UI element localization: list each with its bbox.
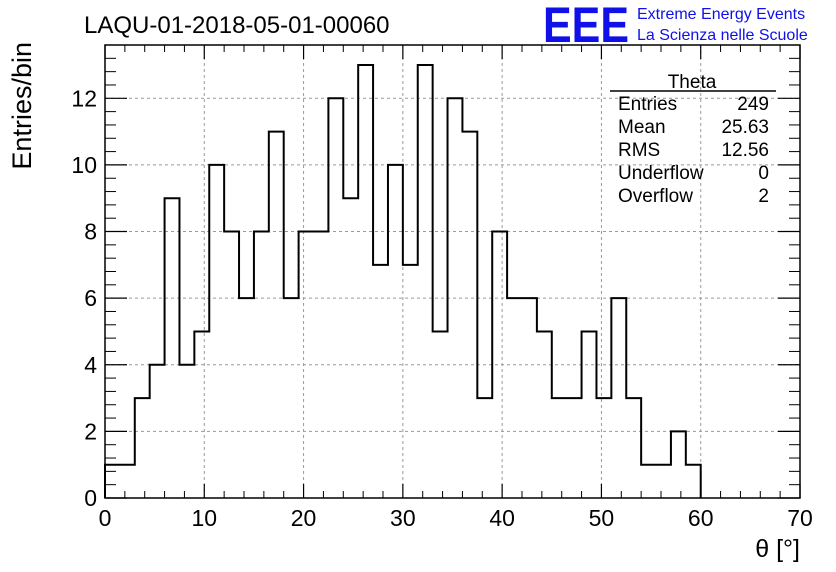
logo-mark: EEE — [543, 0, 629, 53]
histogram-bar — [507, 298, 522, 498]
y-tick-label: 10 — [71, 152, 97, 178]
histogram-bar — [343, 198, 358, 498]
x-tick-label: 30 — [390, 505, 416, 531]
histogram-bar — [209, 165, 224, 498]
x-tick-label: 50 — [589, 505, 615, 531]
stats-label: Mean — [618, 117, 666, 138]
x-tick-label: 10 — [191, 505, 217, 531]
histogram-bar — [179, 365, 194, 498]
stats-box: Theta Entries 249 Mean 25.63 RMS 12.56 Underfl… — [610, 72, 776, 207]
y-tick-label: 2 — [84, 418, 97, 444]
stats-label: RMS — [618, 140, 660, 161]
histogram-bar — [150, 365, 165, 498]
histogram-bar — [284, 298, 299, 498]
eee-logo: EEE Extreme Energy Events La Scienza nel… — [543, 0, 808, 53]
stats-rows: Entries 249 Mean 25.63 RMS 12.56 Underflow 0 Ove… — [618, 94, 769, 207]
y-tick-labels: 0 2 4 6 8 10 12 — [71, 85, 97, 511]
histogram-bar — [418, 65, 433, 498]
y-tick-label: 8 — [84, 219, 97, 245]
histogram-bar — [403, 265, 418, 498]
x-tick-label: 40 — [489, 505, 515, 531]
stats-value: 2 — [758, 186, 769, 207]
stats-label: Overflow — [618, 186, 693, 207]
stats-value: 249 — [737, 94, 769, 115]
histogram-bar — [596, 398, 611, 498]
histogram-bar — [641, 465, 656, 498]
stats-title: Theta — [668, 72, 717, 93]
stats-label: Underflow — [618, 163, 704, 184]
histogram-bar — [567, 398, 582, 498]
logo-line-2: La Scienza nelle Scuole — [637, 27, 808, 44]
y-tick-label: 12 — [71, 85, 97, 111]
logo-line-1: Extreme Energy Events — [637, 6, 805, 23]
histogram-bar — [120, 465, 135, 498]
y-tick-label: 0 — [84, 485, 97, 511]
histogram-bar — [388, 165, 403, 498]
x-tick-labels: 0 10 20 30 40 50 60 70 — [99, 505, 813, 531]
histogram-bar — [492, 232, 507, 498]
histogram-bar — [477, 398, 492, 498]
histogram-bar — [105, 465, 120, 498]
histogram-series — [104, 63, 702, 498]
histogram-bar — [686, 465, 701, 498]
y-tick-label: 6 — [84, 285, 97, 311]
histogram-bar — [537, 331, 552, 498]
y-axis-label: Entries/bin — [7, 42, 37, 170]
x-axis-label: θ [°] — [755, 535, 800, 563]
histogram-bar — [552, 398, 567, 498]
stats-value: 25.63 — [721, 117, 769, 138]
histogram-bar — [135, 398, 150, 498]
chart-title: LAQU-01-2018-05-01-00060 — [84, 12, 390, 39]
stats-label: Entries — [618, 94, 677, 115]
histogram-bar — [239, 298, 254, 498]
axis-ticks — [104, 45, 801, 499]
x-tick-label: 60 — [688, 505, 714, 531]
x-tick-label: 70 — [787, 505, 813, 531]
histogram-bar — [522, 298, 537, 498]
x-tick-label: 20 — [291, 505, 317, 531]
histogram-bar — [626, 398, 641, 498]
histogram-bar — [671, 431, 686, 498]
stats-value: 0 — [758, 163, 769, 184]
histogram-bar — [433, 331, 448, 498]
y-tick-label: 4 — [84, 352, 97, 378]
histogram-bar — [358, 65, 373, 498]
histogram-bar — [462, 132, 477, 498]
histogram-bar — [373, 265, 388, 498]
histogram-bar — [194, 331, 209, 498]
histogram-outline — [104, 63, 702, 498]
histogram-bar — [656, 465, 671, 498]
x-tick-label: 0 — [99, 505, 112, 531]
histogram-bar — [582, 331, 597, 498]
histogram-bar — [269, 132, 284, 498]
histogram-bar — [165, 198, 180, 498]
stats-value: 12.56 — [721, 140, 769, 161]
histogram-bar — [611, 298, 626, 498]
